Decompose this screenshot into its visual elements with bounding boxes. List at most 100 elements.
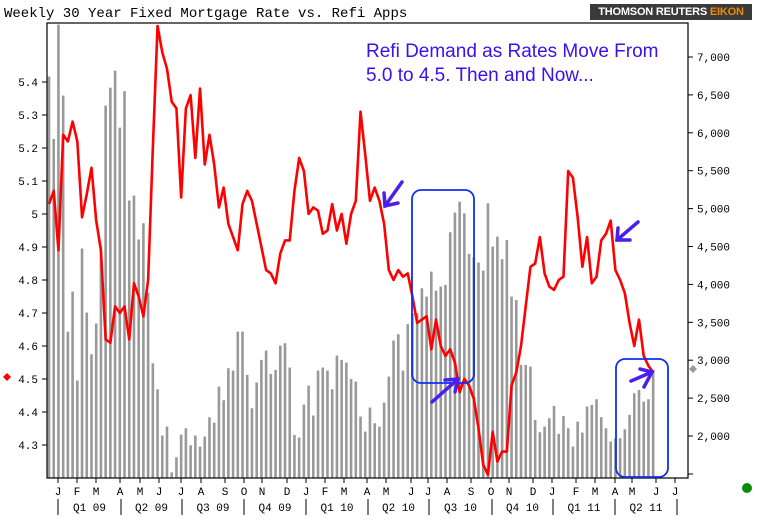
- refi-bar: [538, 432, 542, 478]
- refi-bar: [142, 223, 145, 478]
- refi-bar: [326, 370, 329, 478]
- right-tick-label: 6,000: [697, 129, 730, 141]
- refi-bar: [288, 367, 292, 478]
- month-label: M: [93, 487, 100, 499]
- left-tick-label: 4.8: [18, 276, 38, 288]
- month-label: O: [488, 487, 495, 499]
- refi-bar: [401, 370, 405, 478]
- refi-bar: [302, 404, 306, 478]
- refi-bar: [137, 239, 140, 478]
- refi-last-value-marker: [689, 365, 697, 373]
- quarter-label: Q3 09: [196, 503, 229, 515]
- refi-bar: [359, 416, 362, 478]
- month-label: F: [322, 487, 329, 499]
- refi-bar: [340, 359, 343, 478]
- refi-bar: [387, 376, 391, 478]
- refi-bar: [599, 417, 603, 478]
- refi-bar: [160, 435, 164, 478]
- refi-bar: [576, 421, 579, 478]
- refi-bar: [61, 95, 65, 478]
- right-tick-label: 5,000: [697, 205, 730, 217]
- month-label: A: [612, 487, 619, 499]
- right-tick-label: 4,000: [697, 280, 730, 292]
- refi-bar: [425, 296, 428, 478]
- left-tick-label: 5.4: [18, 78, 38, 90]
- refi-bar: [250, 408, 254, 478]
- refi-bar: [557, 433, 561, 478]
- refi-bar: [175, 457, 178, 478]
- refi-bar: [109, 87, 112, 478]
- refi-bar: [184, 428, 188, 478]
- refi-bar: [571, 446, 575, 478]
- refi-bar: [293, 434, 296, 478]
- refi-bar: [241, 331, 244, 478]
- refi-bar: [382, 402, 386, 478]
- month-label: N: [259, 487, 266, 499]
- quarter-label: Q2 09: [135, 503, 168, 515]
- quarter-label: Q1 11: [567, 503, 600, 515]
- refi-bar: [283, 343, 287, 478]
- refi-bar: [274, 369, 277, 478]
- arrow-icon: [615, 220, 640, 242]
- refi-bar: [113, 70, 117, 479]
- refi-bar: [496, 236, 499, 478]
- refi-bar: [590, 404, 594, 478]
- refi-bar: [651, 369, 655, 478]
- quarter-label: Q4 09: [258, 503, 291, 515]
- month-label: F: [74, 487, 81, 499]
- refi-bar: [467, 253, 471, 478]
- refi-bar: [222, 400, 225, 478]
- quarter-label: Q3 10: [444, 503, 477, 515]
- refi-bar: [463, 213, 466, 478]
- left-tick-label: 4.5: [18, 375, 38, 387]
- refi-bar: [297, 437, 301, 478]
- refi-bar: [76, 380, 79, 478]
- refi-bar: [349, 378, 353, 478]
- quarter-label: Q2 11: [629, 503, 662, 515]
- refi-bar: [486, 203, 490, 478]
- refi-bar: [548, 418, 551, 478]
- quarter-label: Q2 10: [382, 503, 415, 515]
- refi-bar: [500, 259, 504, 478]
- refi-bar: [90, 354, 93, 478]
- refi-bar: [217, 386, 221, 478]
- refi-bar: [203, 436, 207, 478]
- refi-bar: [194, 435, 197, 478]
- refi-bar: [552, 405, 556, 478]
- refi-bar: [335, 355, 339, 478]
- refi-bar: [307, 385, 310, 478]
- refi-bar: [392, 340, 395, 478]
- month-label: M: [383, 487, 390, 499]
- refi-bar: [80, 248, 84, 478]
- month-label: M: [137, 487, 144, 499]
- refi-bar: [566, 428, 570, 478]
- refi-bar: [245, 374, 249, 478]
- refi-bar: [453, 212, 457, 478]
- refi-bar: [373, 423, 376, 478]
- left-tick-label: 4.6: [18, 342, 38, 354]
- refi-bar: [491, 246, 494, 478]
- quarter-label: Q1 09: [73, 503, 106, 515]
- right-axis: 7,000 6,500 6,000 5,500 5,000 4,500 4,000 3,500…: [688, 53, 730, 475]
- month-label: S: [222, 487, 229, 499]
- refi-bar: [529, 366, 532, 478]
- refi-bar: [505, 239, 509, 478]
- refi-bar: [406, 324, 410, 478]
- refi-bar: [628, 414, 631, 478]
- refi-bar: [269, 373, 273, 478]
- left-axis: 5.4 5.3 5.2 5.1 5 4.9 4.8 4.7 4.6 4.5 4.4 4.3: [18, 78, 47, 453]
- refi-bar: [581, 432, 584, 478]
- refi-bar: [562, 415, 565, 478]
- refi-bar: [604, 428, 608, 478]
- refi-bar: [632, 393, 636, 478]
- left-tick-label: 5.1: [18, 177, 38, 189]
- x-axis: J F M A M J J A S O N D J F M A M J J A S O N D J F M A M J JQ1 09 Q2 0…: [55, 478, 678, 515]
- refi-bar: [378, 426, 381, 478]
- refi-bar: [330, 389, 334, 478]
- month-label: M: [629, 487, 636, 499]
- month-label: J: [653, 487, 660, 499]
- refi-bar: [165, 426, 169, 478]
- left-tick-label: 4.4: [18, 408, 38, 420]
- chart-title: Weekly 30 Year Fixed Mortgage Rate vs. R…: [4, 6, 408, 22]
- month-label: D: [284, 487, 291, 499]
